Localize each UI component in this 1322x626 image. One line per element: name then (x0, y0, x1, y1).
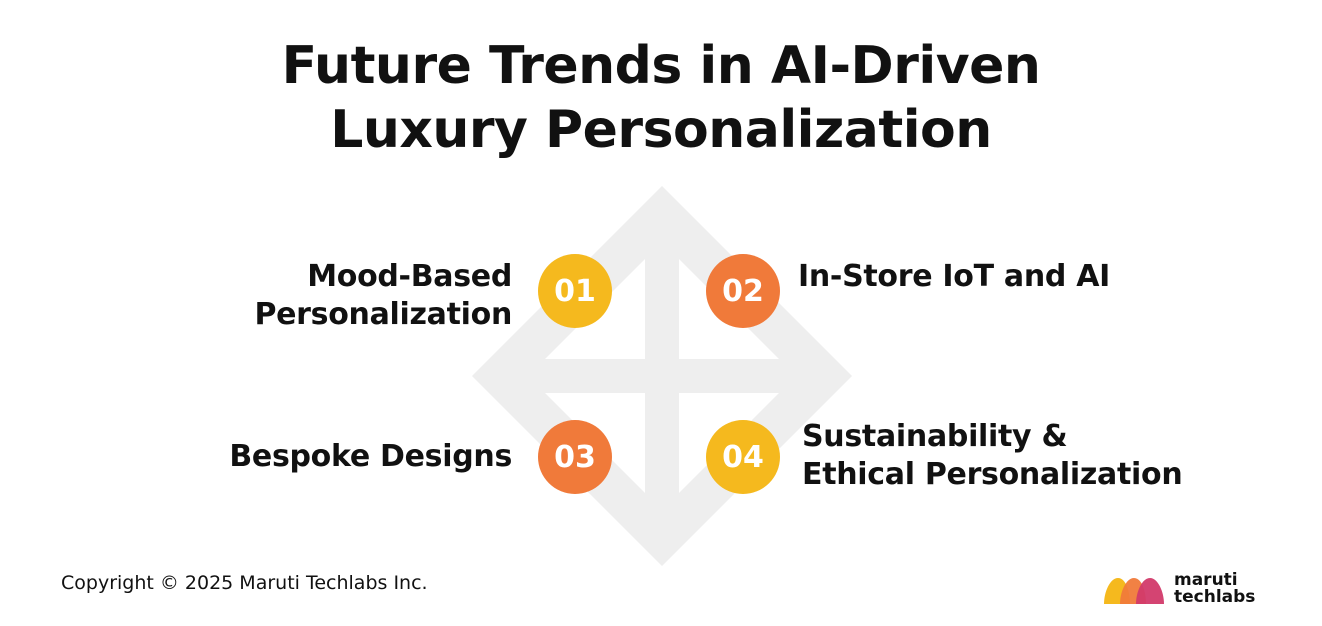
label-line: Sustainability & (802, 419, 1068, 454)
label-line: Personalization (254, 297, 512, 332)
page-title: Future Trends in AI-Driven Luxury Person… (0, 34, 1322, 162)
label-line: Bespoke Designs (229, 439, 512, 474)
logo-line-1: maruti (1174, 570, 1238, 590)
badge-01: 01 (538, 254, 612, 328)
logo-line-2: techlabs (1174, 587, 1256, 607)
label-mood-based-personalization: Mood-Based Personalization (254, 258, 512, 334)
label-sustainability-ethical-personalization: Sustainability & Ethical Personalization (802, 418, 1183, 494)
logo-text: maruti techlabs (1174, 572, 1255, 606)
badge-04: 04 (706, 420, 780, 494)
badge-number: 02 (722, 273, 764, 309)
badge-number: 01 (554, 273, 596, 309)
badge-number: 03 (554, 439, 596, 475)
copyright-text: Copyright © 2025 Maruti Techlabs Inc. (61, 572, 428, 594)
label-line: Mood-Based (307, 259, 512, 294)
title-line-1: Future Trends in AI-Driven (281, 36, 1041, 96)
title-line-2: Luxury Personalization (330, 100, 992, 160)
badge-03: 03 (538, 420, 612, 494)
label-bespoke-designs: Bespoke Designs (229, 438, 512, 476)
label-line: Ethical Personalization (802, 457, 1183, 492)
badge-02: 02 (706, 254, 780, 328)
maruti-techlabs-logo: maruti techlabs (1102, 572, 1272, 608)
label-in-store-iot-and-ai: In-Store IoT and AI (798, 258, 1110, 296)
badge-number: 04 (722, 439, 764, 475)
maruti-techlabs-logo-icon (1104, 578, 1164, 604)
label-line: In-Store IoT and AI (798, 259, 1110, 294)
diamond-arrows-background (472, 186, 852, 566)
